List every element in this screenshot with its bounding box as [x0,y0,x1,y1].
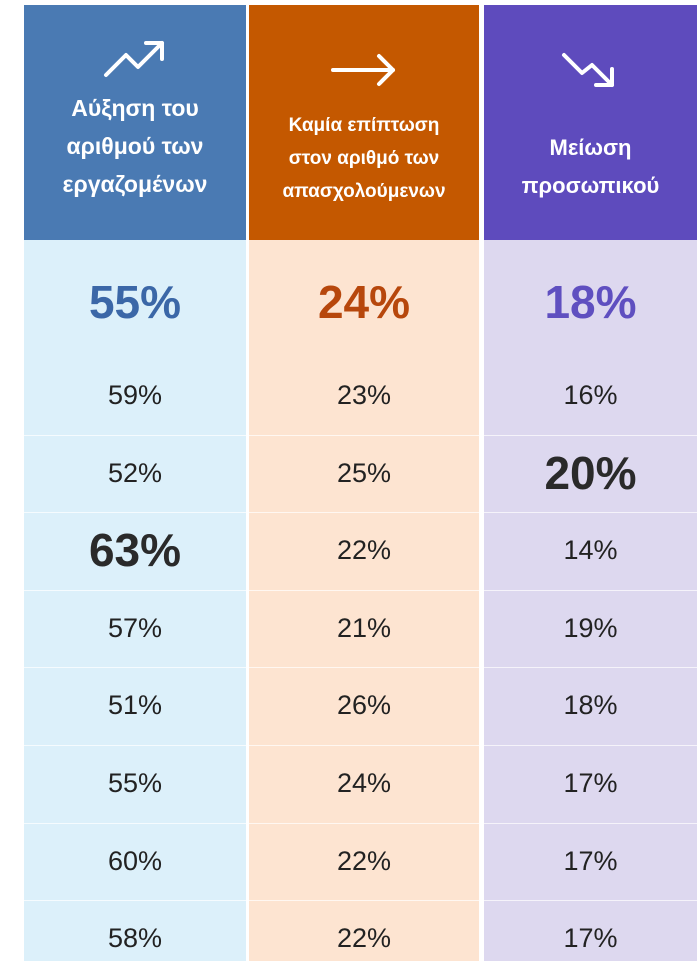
row-separator [249,822,479,824]
header-line: στον αριθμό των [288,148,440,169]
value-cell: 58% [107,923,163,954]
value-cell: 22% [336,845,392,876]
header-line: αριθμού των [66,133,204,159]
value-cell: 22% [336,923,392,954]
trend-up-icon [104,41,164,77]
value-cell: 19% [563,612,618,643]
row-separator [484,512,697,514]
total-value: 55% [88,276,182,328]
row-separator [24,822,246,824]
arrow-right-icon [331,54,395,86]
column-no-impact: Καμία επίπτωση στον αριθμό των απασχολούμε… [249,5,479,961]
row-separator [249,745,479,746]
header-text: Αύξηση του αριθμού των εργαζομένων [24,89,246,203]
column-body: 55% 59% 52% 63% 57% 51% 55% 60% 58% [24,240,246,961]
value-cell: 23% [336,380,392,410]
column-header: Καμία επίπτωση στον αριθμό των απασχολούμε… [249,5,479,240]
row-separator [484,589,697,591]
row-separator [24,589,246,591]
row-separator [249,589,479,591]
column-body: 18% 16% 20% 14% 19% 18% 17% 17% 17% [484,240,697,961]
value-cell: 24% [336,768,392,798]
header-line: Μείωση [549,135,632,160]
header-line: εργαζομένων [62,171,208,197]
value-cell: 17% [563,923,618,954]
value-cell: 21% [336,612,392,643]
row-separator [24,512,246,514]
row-separator [24,900,246,902]
row-separator [249,512,479,514]
value-cell: 55% [107,768,163,798]
header-text: Μείωση προσωπικού [484,129,697,205]
row-separator [484,745,697,746]
row-separator [484,434,697,436]
column-header: Αύξηση του αριθμού των εργαζομένων [24,5,246,240]
row-separator [484,900,697,902]
header-line: απασχολούμενων [282,181,446,202]
row-separator [484,667,697,669]
value-cell: 52% [107,457,163,488]
header-text: Καμία επίπτωση στον αριθμό των απασχολούμε… [249,109,479,208]
row-separator [24,667,246,669]
value-cell: 14% [563,535,618,566]
row-separator [24,745,246,746]
value-cell: 22% [336,535,392,566]
row-separator [24,434,246,436]
value-cell: 17% [563,768,618,798]
value-cell: 20% [544,446,637,499]
total-value: 18% [544,276,637,328]
value-cell: 60% [107,845,163,876]
column-body: 24% 23% 25% 22% 21% 26% 24% 22% 22% [249,240,479,961]
value-cell: 26% [336,690,392,721]
value-cell: 17% [563,845,618,876]
trend-down-icon [561,53,614,87]
value-cell: 59% [107,380,163,410]
row-separator [484,822,697,824]
column-decrease: Μείωση προσωπικού 18% 16% 20% 14% 19% 18% 17% 1… [484,5,697,961]
total-value: 24% [317,276,411,328]
value-cell: 18% [563,690,618,721]
header-line: Αύξηση του [71,95,199,121]
value-cell: 63% [88,524,182,577]
column-header: Μείωση προσωπικού [484,5,697,240]
row-separator [249,900,479,902]
row-separator [249,667,479,669]
column-increase: Αύξηση του αριθμού των εργαζομένων 55% 59%… [24,5,246,961]
value-cell: 51% [107,690,163,721]
value-cell: 25% [336,457,392,488]
header-line: Καμία επίπτωση [288,115,440,136]
value-cell: 57% [107,612,163,643]
row-separator [249,434,479,436]
value-cell: 16% [563,380,618,410]
header-line: προσωπικού [521,173,660,198]
